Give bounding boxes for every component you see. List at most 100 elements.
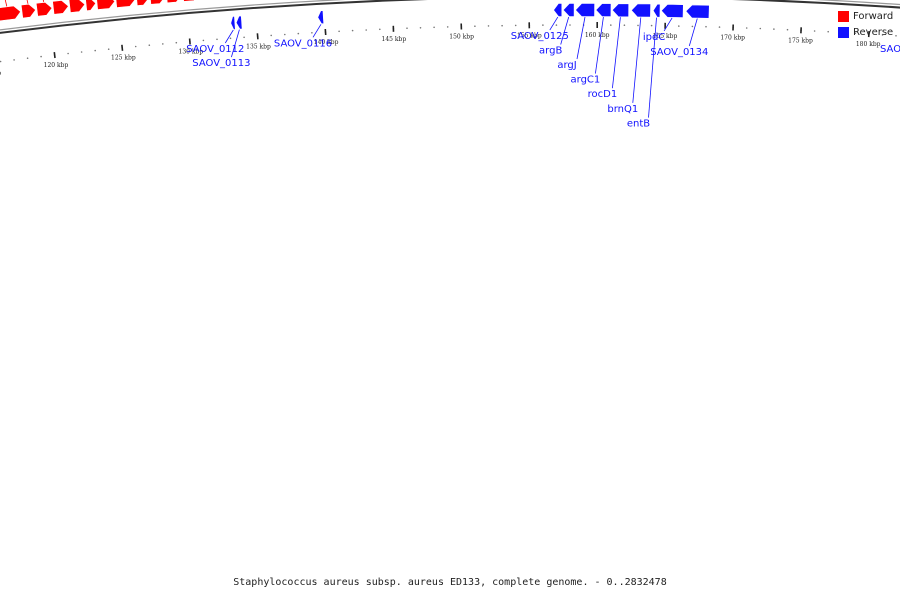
major-tick [121, 44, 124, 51]
gene-SAOV_0109[interactable] [166, 0, 182, 4]
gene-arrow[interactable] [685, 4, 710, 19]
gene-SAOV_0100[interactable] [20, 3, 37, 19]
leader-line [312, 24, 322, 38]
gene-SAOV_0112[interactable] [230, 16, 236, 30]
gene-arrow[interactable] [52, 0, 69, 15]
gene-arrow[interactable] [136, 0, 149, 6]
ruler-label: 175 kbp [788, 37, 813, 44]
gene-SAOV_0125[interactable] [553, 3, 563, 17]
gene-arrow[interactable] [115, 0, 136, 8]
gene-arrow[interactable] [562, 3, 575, 17]
gene-SAOV_0134[interactable] [685, 4, 710, 19]
gene-label[interactable]: argC1 [571, 75, 601, 86]
legend-forward: Forward [838, 9, 893, 23]
gene-arrow[interactable] [553, 3, 563, 17]
gene-SAOV_0116[interactable] [317, 10, 325, 25]
gene-label[interactable]: argB [539, 46, 562, 57]
gene-SAOV_0099[interactable] [0, 5, 22, 22]
gene-arrow[interactable] [35, 1, 53, 17]
gene-label[interactable]: rocD1 [588, 89, 618, 100]
gene-arrow[interactable] [96, 0, 116, 10]
gene-label[interactable]: SAOV_0116 [274, 38, 332, 49]
gene-brnQ1[interactable] [630, 3, 651, 18]
ruler-label: 180 kbp [856, 41, 881, 48]
gene-label[interactable]: ipdC [643, 32, 665, 43]
gene-entB[interactable] [652, 3, 661, 18]
gene-arrow[interactable] [630, 3, 651, 18]
gene-rocD1[interactable] [611, 3, 630, 18]
gene-SAOV_0101[interactable] [35, 1, 53, 17]
gene-label[interactable]: brnQ1 [607, 104, 638, 115]
minor-tick [678, 25, 680, 27]
minor-tick [718, 26, 721, 28]
gene-SAOV_0108[interactable] [150, 0, 166, 5]
gene-arrow[interactable] [230, 16, 236, 30]
gene-argB[interactable] [562, 3, 575, 17]
minor-tick [202, 39, 205, 42]
minor-tick [148, 44, 151, 46]
gene-argC1[interactable] [595, 3, 612, 17]
major-tick [256, 33, 259, 40]
gene-SAOV_0104[interactable] [85, 0, 97, 12]
gene-SAOV_0113[interactable] [235, 15, 243, 30]
leader-line [26, 0, 29, 4]
minor-tick [854, 32, 857, 34]
minor-tick [107, 48, 110, 50]
gene-arrow[interactable] [611, 3, 630, 18]
gene-arrow[interactable] [0, 5, 22, 22]
gene-SAOV_0103[interactable] [68, 0, 86, 13]
gene-arrow[interactable] [183, 0, 200, 2]
gene-arrow[interactable] [68, 0, 86, 13]
minor-tick [379, 28, 381, 31]
minor-tick [406, 27, 408, 30]
gene-arrow[interactable] [595, 3, 612, 17]
gene-label[interactable]: SAOV_0144 [880, 44, 900, 55]
leader-line [231, 29, 240, 58]
gene-arrow[interactable] [20, 3, 37, 19]
gene-labels[interactable]: SAOV_0095SAOV_0096SAOV_0097SAOV_0098SAOV… [0, 0, 900, 130]
gene-features[interactable] [0, 0, 900, 36]
gene-label[interactable]: SAOV_0134 [650, 47, 708, 58]
gene-ipdC[interactable] [660, 3, 684, 18]
minor-tick [542, 24, 544, 26]
genome-ruler [0, 0, 900, 34]
minor-tick [284, 33, 286, 36]
gene-arrow[interactable] [660, 3, 684, 18]
minor-tick [514, 24, 517, 27]
minor-tick [338, 30, 340, 33]
gene-arrow[interactable] [575, 3, 595, 17]
gene-arrow[interactable] [150, 0, 166, 5]
label-leader-lines [4, 0, 698, 118]
ruler-label: 130 kbp [179, 49, 204, 56]
minor-tick [433, 26, 435, 29]
gene-argJ[interactable] [575, 3, 595, 17]
gene-SAOV_0110[interactable] [183, 0, 200, 2]
ruler-ticks: 115 kbp 120 kbp 125 kbp 130 kbp 135 kbp 140 k… [0, 22, 897, 77]
reverse-swatch [838, 26, 849, 38]
gene-label[interactable]: SAOV_0113 [192, 58, 250, 69]
minor-tick [895, 35, 897, 37]
gene-SAOV_0106[interactable] [115, 0, 136, 8]
minor-tick [0, 60, 2, 63]
leader-line [560, 16, 570, 45]
ruler-label: 135 kbp [246, 43, 271, 50]
ruler-label: 155 kbp [517, 32, 542, 39]
gene-label[interactable]: SAOV_0112 [186, 44, 244, 55]
gene-SAOV_0102[interactable] [52, 0, 69, 15]
gene-label[interactable]: SAOV_0125 [511, 31, 569, 42]
gene-arrow[interactable] [166, 0, 182, 4]
gene-arrow[interactable] [235, 15, 243, 30]
minor-tick [691, 25, 694, 28]
gene-label[interactable]: argJ [557, 60, 576, 71]
gene-arrow[interactable] [85, 0, 97, 12]
gene-SAOV_0107[interactable] [136, 0, 149, 6]
ruler-label: 145 kbp [382, 36, 407, 43]
minor-tick [650, 24, 653, 27]
gene-SAOV_0105[interactable] [96, 0, 116, 10]
minor-tick [705, 25, 707, 28]
minor-tick [623, 24, 626, 27]
gene-label[interactable]: entB [627, 119, 650, 130]
gene-arrow[interactable] [652, 3, 661, 18]
genome-caption: Staphylococcus aureus subsp. aureus ED13… [233, 577, 667, 588]
gene-arrow[interactable] [317, 10, 325, 25]
